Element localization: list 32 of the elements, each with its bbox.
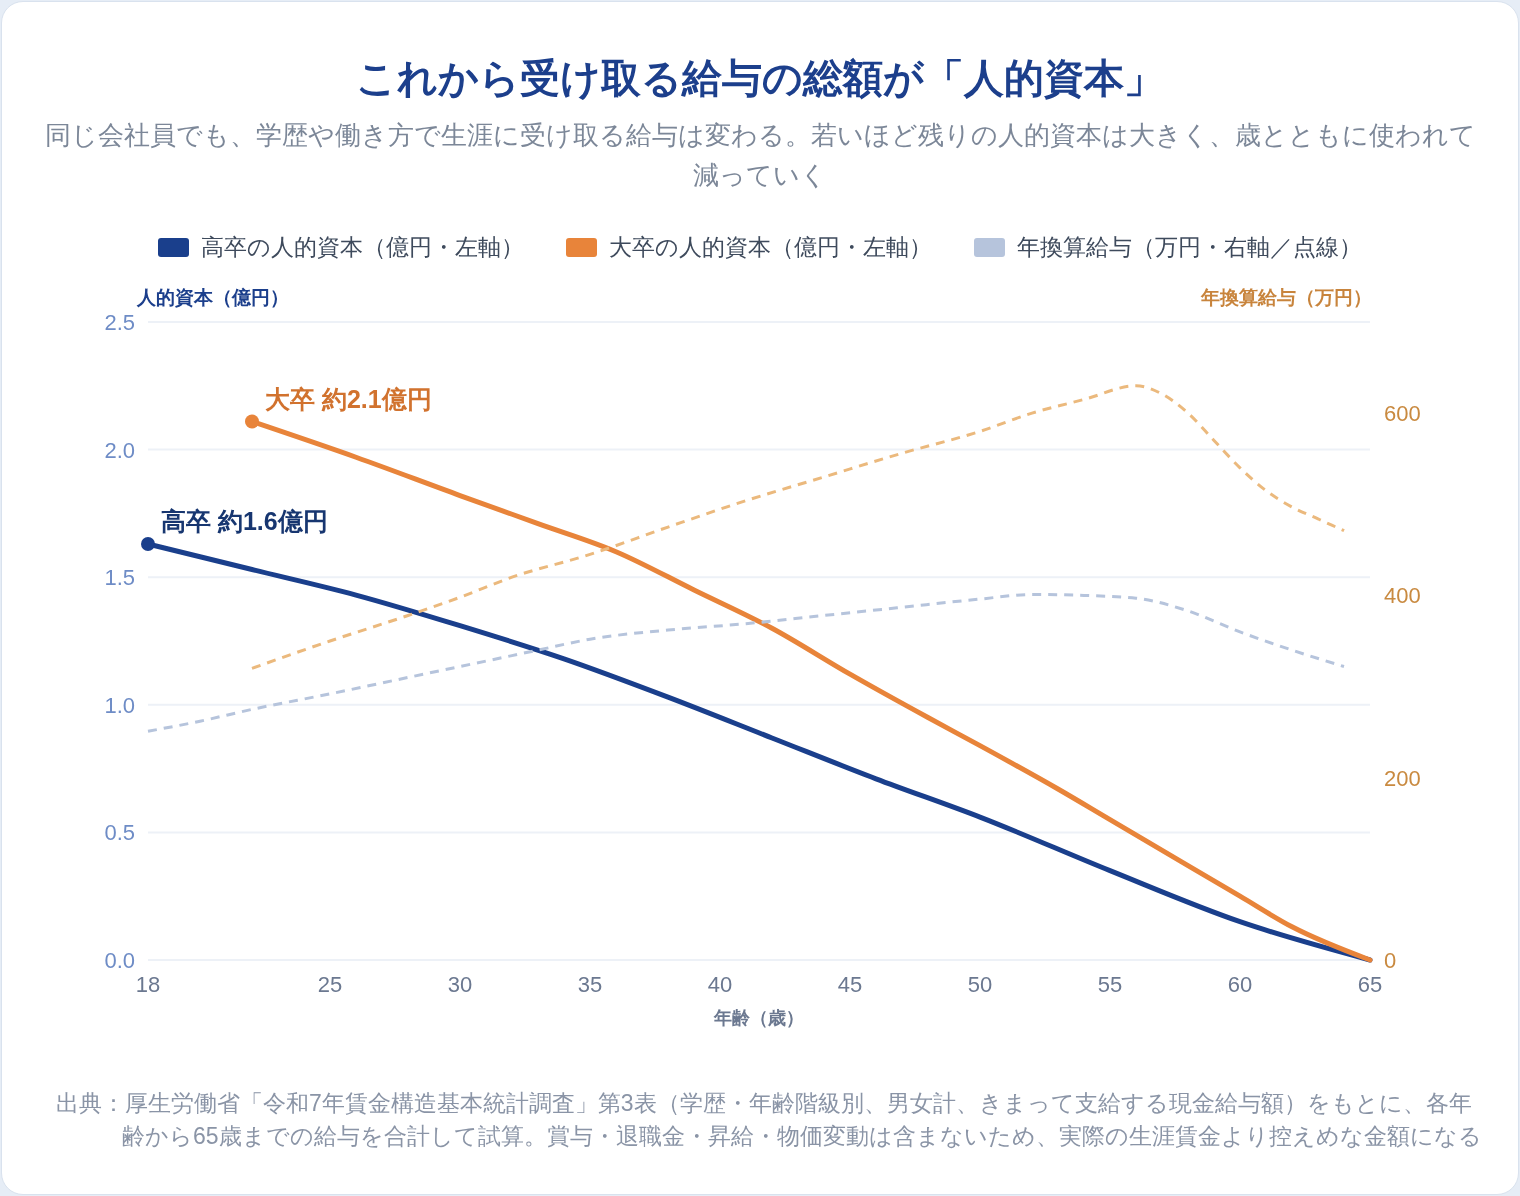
- x-tick-label: 50: [967, 972, 993, 997]
- y2-axis-title: 年換算給与（万円）: [1200, 287, 1372, 308]
- y2-tick-label: 0: [1384, 948, 1397, 973]
- chart-subtitle: 同じ会社員でも、学歴や働き方で生涯に受け取る給与は変わる。若いほど残りの人的資本は大きく、歳とともに使われて減っていく: [43, 119, 1477, 192]
- x-tick-label: 65: [1357, 972, 1383, 997]
- y-tick-label: 0.0: [104, 948, 135, 973]
- line-series: [146, 593, 1346, 733]
- legend-label: 年換算給与（万円・右軸／点線）: [1017, 233, 1362, 261]
- y2-tick-label: 600: [1384, 401, 1421, 427]
- y2-tick-label: 200: [1384, 765, 1421, 791]
- y2-tick-label: 400: [1384, 583, 1421, 609]
- y-tick-label: 1.0: [104, 692, 135, 718]
- y-tick-label: 1.5: [104, 565, 135, 591]
- legend-label: 大卒の人的資本（億円・左軸）: [609, 233, 932, 261]
- x-tick-label: 35: [577, 972, 603, 997]
- y-axis-title: 人的資本（億円）: [136, 287, 289, 308]
- x-tick-label: 25: [317, 972, 343, 997]
- legend-label: 高卒の人的資本（億円・左軸）: [201, 233, 524, 261]
- chart-title: これから受け取る給与の総額が「人的資本」: [355, 55, 1165, 102]
- annotation: 高卒 約1.6億円: [161, 507, 328, 536]
- x-tick-label: 60: [1227, 972, 1253, 997]
- x-tick-label: 40: [707, 972, 733, 997]
- annotation: 大卒 約2.1億円: [265, 384, 432, 413]
- x-tick-label: 55: [1097, 972, 1123, 997]
- y-tick-label: 2.0: [104, 437, 135, 463]
- x-tick-label: 18: [135, 972, 161, 997]
- y-tick-label: 0.5: [104, 820, 135, 846]
- x-tick-label: 30: [447, 972, 473, 997]
- x-tick-label: 45: [837, 972, 863, 997]
- y-tick-label: 2.5: [104, 310, 135, 335]
- source-note: 出典：厚生労働省「令和7年賃金構造基本統計調査」第3表（学歴・年齢階級別、男女計、きまって支給する現金給与額）をもとに、各年齢から65歳までの給与を合計して試算。賞与・退職金・昇給・物価変動は含まないため、実際の生涯賃金より控えめな金額になる: [56, 1089, 1483, 1151]
- x-axis-title: 年齢（歳）: [713, 1008, 804, 1028]
